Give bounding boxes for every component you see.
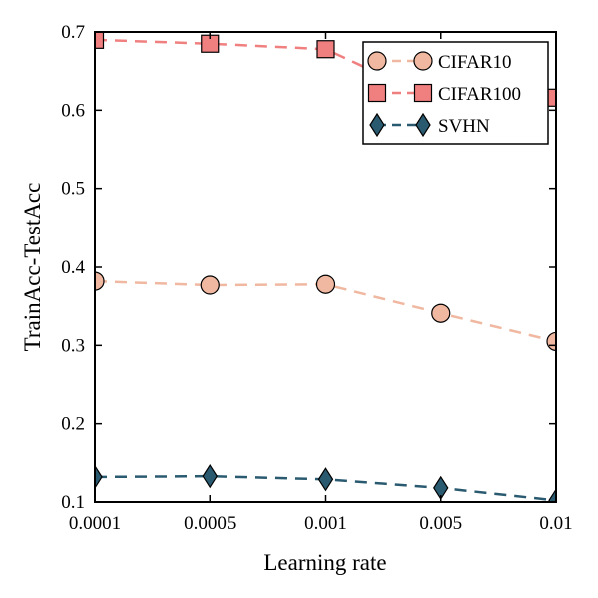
data-point-svhn — [202, 464, 218, 489]
legend-item-cifar10: CIFAR10 — [367, 51, 512, 73]
x-tick-label: 0.001 — [304, 513, 347, 534]
x-tick-label: 0.0005 — [184, 513, 236, 534]
y-tick-label: 0.6 — [61, 100, 85, 121]
y-axis-label: TrainAcc-TestAcc — [20, 183, 45, 352]
data-point-svhn — [548, 488, 556, 502]
y-tick-label: 0.2 — [61, 414, 85, 435]
legend-marker — [415, 112, 431, 138]
y-tick-label: 0.5 — [61, 179, 85, 200]
legend-item-svhn: SVHN — [369, 112, 490, 138]
legend-marker — [367, 51, 387, 71]
data-point-cifar10 — [431, 303, 451, 323]
data-point-cifar100 — [316, 40, 335, 59]
data-point-cifar10 — [315, 274, 336, 294]
legend-label: CIFAR10 — [438, 52, 512, 73]
legend-item-cifar100: CIFAR100 — [367, 83, 521, 105]
legend-marker — [413, 83, 433, 103]
legend-marker — [367, 83, 387, 103]
x-tick-label: 0.01 — [539, 513, 572, 534]
y-tick-label: 0.7 — [61, 22, 85, 43]
y-tick-label: 0.1 — [61, 492, 85, 513]
x-axis-label: Learning rate — [263, 550, 386, 575]
y-tick-label: 0.3 — [61, 335, 85, 356]
data-point-cifar10 — [95, 271, 105, 291]
data-point-cifar10 — [200, 275, 220, 295]
series-svhn — [95, 464, 556, 502]
legend-label: SVHN — [438, 116, 490, 137]
legend-label: CIFAR100 — [438, 84, 521, 105]
x-tick-label: 0.005 — [419, 513, 462, 534]
data-point-svhn — [317, 467, 334, 492]
plot-frame — [94, 31, 557, 503]
data-point-svhn — [95, 464, 103, 490]
legend-marker — [413, 51, 433, 71]
x-tick-label: 0.0001 — [69, 513, 121, 534]
axes-layer: 0.0001 0.0005 0.001 0.005 0.01 0.1 0.2 0.3 0.4 0.… — [61, 22, 572, 534]
legend-marker — [369, 112, 385, 138]
y-tick-label: 0.4 — [61, 257, 85, 278]
legend: CIFAR10 CIFAR100 SVHN — [362, 41, 549, 145]
data-point-cifar100 — [95, 32, 105, 49]
series-cifar10 — [95, 271, 556, 352]
